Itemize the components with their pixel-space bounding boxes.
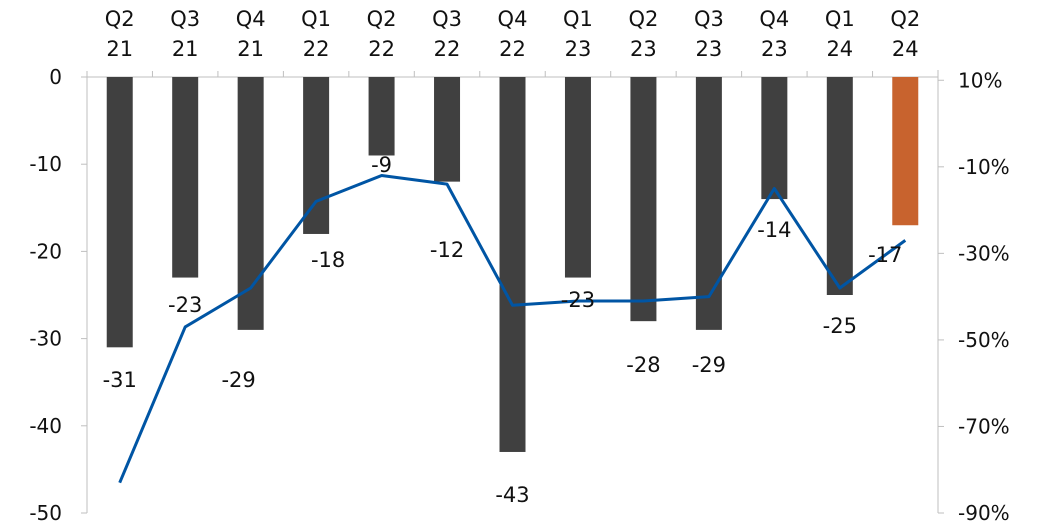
bar-data-label: -25 <box>823 314 857 338</box>
x-axis-label-year: 23 <box>630 37 657 61</box>
bar-data-label: -43 <box>495 483 529 507</box>
x-axis-label-year: 23 <box>696 37 723 61</box>
x-axis-label-year: 22 <box>434 37 461 61</box>
left-axis-tick-label: 0 <box>49 65 62 89</box>
line-series <box>118 174 907 484</box>
x-axis-label-quarter: Q1 <box>301 7 331 31</box>
bar-data-label: -14 <box>757 218 791 242</box>
right-axis-tick-label: -30% <box>958 241 1010 265</box>
x-axis-label-quarter: Q3 <box>170 7 200 31</box>
bar <box>892 77 919 226</box>
left-axis-tick-label: -40 <box>29 414 62 438</box>
right-axis-tick-label: -50% <box>958 328 1010 352</box>
x-axis-label-year: 22 <box>499 37 526 61</box>
bar-data-label: -17 <box>868 243 902 267</box>
bar-data-label: -18 <box>311 248 345 272</box>
bar-data-label: -28 <box>626 353 660 377</box>
x-axis-label-quarter: Q3 <box>432 7 462 31</box>
bar <box>695 77 722 330</box>
bar <box>303 77 330 234</box>
bar <box>434 77 461 182</box>
left-axis-tick-label: -20 <box>29 239 62 263</box>
x-axis-label-year: 23 <box>565 37 592 61</box>
bar <box>564 77 591 278</box>
right-axis-tick-label: -70% <box>958 414 1010 438</box>
x-axis-label-quarter: Q1 <box>825 7 855 31</box>
bar <box>761 77 788 200</box>
x-axis-label-year: 24 <box>892 37 919 61</box>
left-axis-tick-label: -10 <box>29 152 62 176</box>
x-axis-label-year: 22 <box>368 37 395 61</box>
bar-data-label: -9 <box>371 153 392 177</box>
bar-data-label: -31 <box>103 368 137 392</box>
x-axis-label-year: 23 <box>761 37 788 61</box>
bar <box>826 77 853 295</box>
x-axis-label-year: 21 <box>106 37 133 61</box>
bar <box>499 77 526 452</box>
x-axis-label-quarter: Q1 <box>563 7 593 31</box>
x-axis-label-quarter: Q4 <box>759 7 789 31</box>
bar-data-label: -23 <box>168 293 202 317</box>
x-axis-label-quarter: Q2 <box>890 7 920 31</box>
x-axis-label-quarter: Q4 <box>498 7 528 31</box>
bar-data-label: -12 <box>430 238 464 262</box>
x-axis-label-year: 21 <box>237 37 264 61</box>
right-axis-tick-label: -90% <box>958 501 1010 525</box>
x-axis-label-quarter: Q2 <box>367 7 397 31</box>
bar-data-label: -23 <box>561 288 595 312</box>
left-axis-tick-label: -30 <box>29 327 62 351</box>
right-axis-tick-label: -10% <box>958 155 1010 179</box>
bar <box>368 77 395 156</box>
x-axis-label-quarter: Q4 <box>236 7 266 31</box>
right-axis-tick-label: 10% <box>958 68 1002 92</box>
x-axis-label-year: 22 <box>303 37 330 61</box>
bar-data-label: -29 <box>221 368 255 392</box>
bar <box>106 77 133 348</box>
bar <box>630 77 657 322</box>
bar <box>172 77 199 278</box>
x-axis-label-quarter: Q3 <box>694 7 724 31</box>
x-axis-label-quarter: Q2 <box>105 7 135 31</box>
x-axis-label-quarter: Q2 <box>628 7 658 31</box>
x-axis-label-year: 24 <box>826 37 853 61</box>
bar-data-label: -29 <box>692 353 726 377</box>
left-axis-tick-label: -50 <box>29 501 62 525</box>
x-axis-label-year: 21 <box>172 37 199 61</box>
